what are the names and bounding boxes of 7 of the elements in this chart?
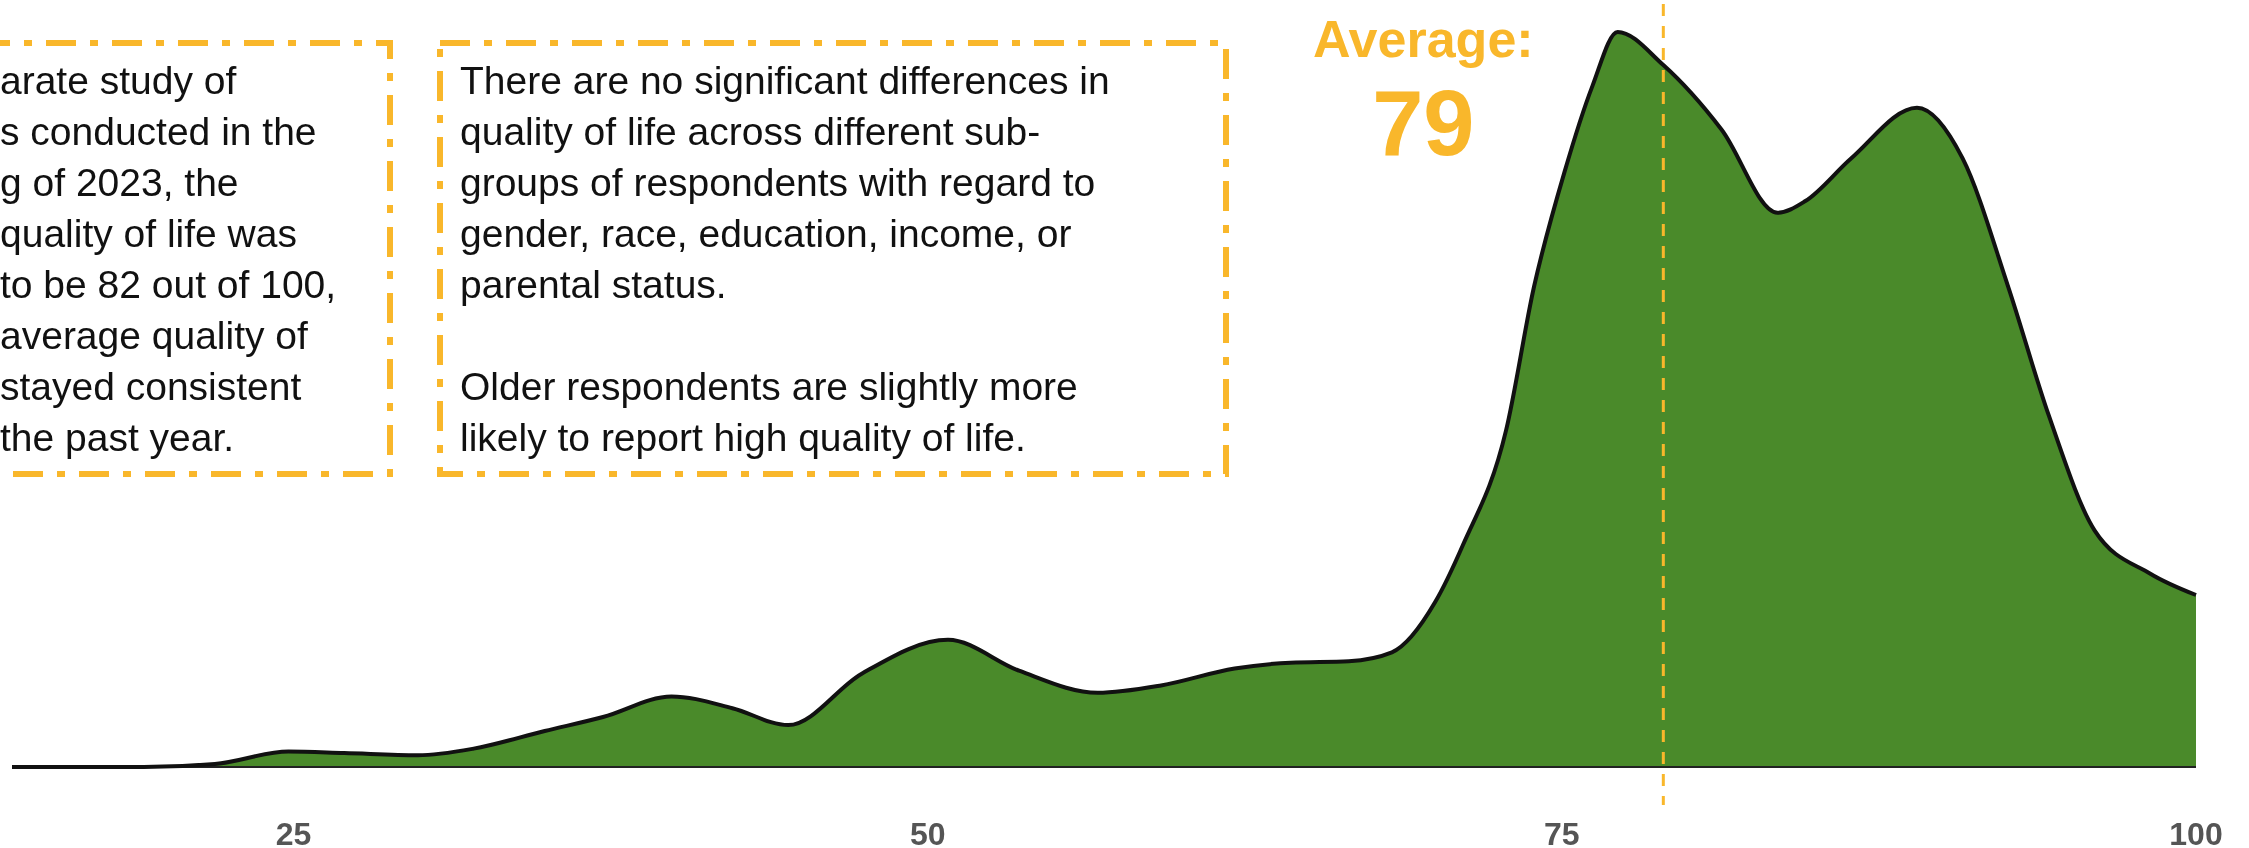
x-tick-label: 75 — [1544, 816, 1580, 848]
annotation: arate study of s conducted in the g of 2023, the quality of life was to be 82 out of 100, average quality of stayed consistent the past year. — [0, 59, 337, 459]
text: There are no significant differences in quality of life across different sub- groups of respondents with regard to gender, race, education, income, or parental status. Older respondents are slightly more likely to report high quality of life. — [460, 59, 1110, 459]
ref-line-label: Average: 79 — [1313, 10, 1534, 174]
x-tick-label: 25 — [275, 816, 312, 848]
x-tick-label: 50 — [909, 816, 946, 848]
x-tick-label: 100 — [2169, 816, 2223, 848]
